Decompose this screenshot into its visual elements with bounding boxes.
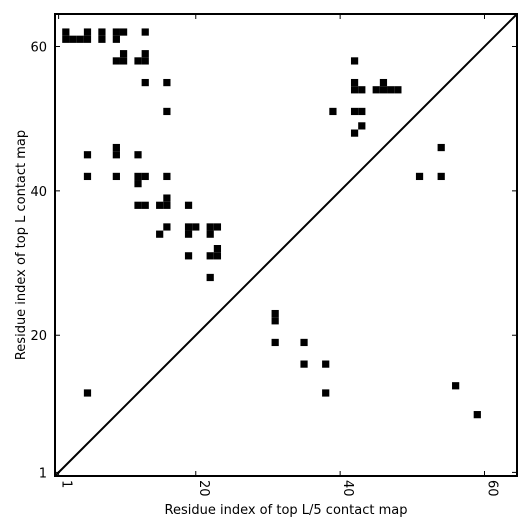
contact-cell-upper: [163, 78, 171, 87]
contact-cell-upper: [358, 122, 366, 130]
contact-cell-upper: [394, 86, 402, 94]
contact-cell-upper: [134, 201, 142, 209]
contact-cell-upper: [163, 223, 171, 231]
diagonal-line: [54, 13, 518, 477]
contact-cell-upper: [141, 172, 149, 181]
contact-cell-upper: [329, 107, 337, 116]
y-tick-label: 1: [39, 466, 47, 481]
contact-cell-upper: [119, 28, 128, 36]
contact-cell-upper: [379, 86, 388, 94]
y-tick-label: 40: [30, 185, 47, 200]
contact-cell-lower: [271, 309, 279, 318]
y-tick-label: 20: [30, 329, 47, 344]
contact-cell-upper: [141, 50, 149, 58]
contact-cell-upper: [184, 201, 193, 209]
contact-cell-upper: [134, 172, 142, 181]
contact-cell-upper: [163, 194, 171, 202]
contact-cell-upper: [119, 50, 128, 58]
contact-cell-upper: [98, 28, 106, 36]
y-axis-label: Residue index of top L contact map: [14, 130, 29, 360]
contact-cell-upper: [350, 107, 359, 116]
contact-cell-upper: [134, 151, 142, 159]
contact-cell-lower: [300, 338, 308, 347]
x-tick-label: 60: [485, 480, 500, 497]
contact-cell-lower: [322, 389, 330, 397]
contact-cell-upper: [141, 28, 149, 36]
contact-cell-upper: [184, 252, 193, 260]
contact-cell-upper: [163, 107, 171, 116]
contact-cell-upper: [83, 28, 92, 36]
contact-cell-upper: [379, 78, 388, 87]
contact-cell-upper: [76, 35, 84, 43]
axis-ticks: 1 20 40 60 1 20 40 60: [30, 14, 517, 497]
x-tick-label: 20: [196, 480, 211, 497]
contact-cell-upper: [83, 151, 92, 159]
contact-cells: [62, 28, 481, 419]
plot-frame: [54, 13, 518, 477]
contact-cell-upper: [83, 172, 92, 181]
contact-cell-upper: [141, 78, 149, 87]
contact-cell-upper: [112, 35, 120, 43]
contact-cell-upper: [350, 78, 359, 87]
contact-cell-upper: [83, 35, 92, 43]
contact-cell-upper: [387, 86, 395, 94]
y-tick-label: 60: [30, 40, 47, 55]
contact-cell-lower: [83, 389, 92, 397]
contact-cell-upper: [141, 201, 149, 209]
contact-cell-upper: [350, 86, 359, 94]
contact-cell-upper: [98, 35, 106, 43]
contact-cell-upper: [112, 57, 120, 65]
contact-cell-upper: [358, 107, 366, 116]
contact-cell-upper: [156, 230, 164, 238]
contact-cell-upper: [206, 252, 214, 260]
contact-cell-upper: [213, 223, 222, 231]
contact-cell-upper: [206, 230, 214, 238]
contact-cell-upper: [350, 129, 359, 137]
contact-cell-upper: [206, 273, 214, 282]
contact-cell-upper: [213, 245, 222, 253]
contact-cell-upper: [156, 201, 164, 209]
contact-cell-upper: [184, 230, 193, 238]
contact-cell-upper: [163, 201, 171, 209]
x-tick-label: 1: [59, 480, 74, 488]
x-tick-label: 40: [340, 480, 355, 497]
contact-cell-upper: [192, 223, 200, 231]
contact-cell-upper: [184, 223, 193, 231]
contact-cell-lower: [300, 360, 308, 368]
contact-cell-upper: [358, 86, 366, 94]
contact-cell-upper: [134, 57, 142, 65]
contact-cell-upper: [112, 28, 120, 36]
contact-cell-lower: [452, 382, 460, 390]
x-axis-label: Residue index of top L/5 contact map: [165, 503, 408, 518]
contact-cell-upper: [372, 86, 380, 94]
contact-cell-upper: [141, 57, 149, 65]
contact-cell-upper: [69, 35, 77, 43]
contact-cell-lower: [271, 317, 279, 325]
contact-cell-upper: [62, 35, 70, 43]
contact-cell-upper: [437, 143, 445, 152]
contact-cell-upper: [112, 151, 120, 159]
contact-cell-upper: [350, 57, 359, 65]
contact-cell-upper: [112, 143, 120, 152]
contact-cell-upper: [119, 57, 128, 65]
contact-cell-upper: [437, 172, 445, 181]
contact-cell-lower: [473, 411, 481, 419]
contact-cell-upper: [415, 172, 424, 181]
contact-cell-upper: [62, 28, 70, 36]
contact-cell-upper: [134, 180, 142, 188]
contact-cell-lower: [271, 338, 279, 347]
contact-cell-upper: [163, 172, 171, 181]
contact-cell-lower: [322, 360, 330, 368]
contact-cell-upper: [112, 172, 120, 181]
contact-cell-upper: [213, 252, 222, 260]
contact-cell-upper: [206, 223, 214, 231]
